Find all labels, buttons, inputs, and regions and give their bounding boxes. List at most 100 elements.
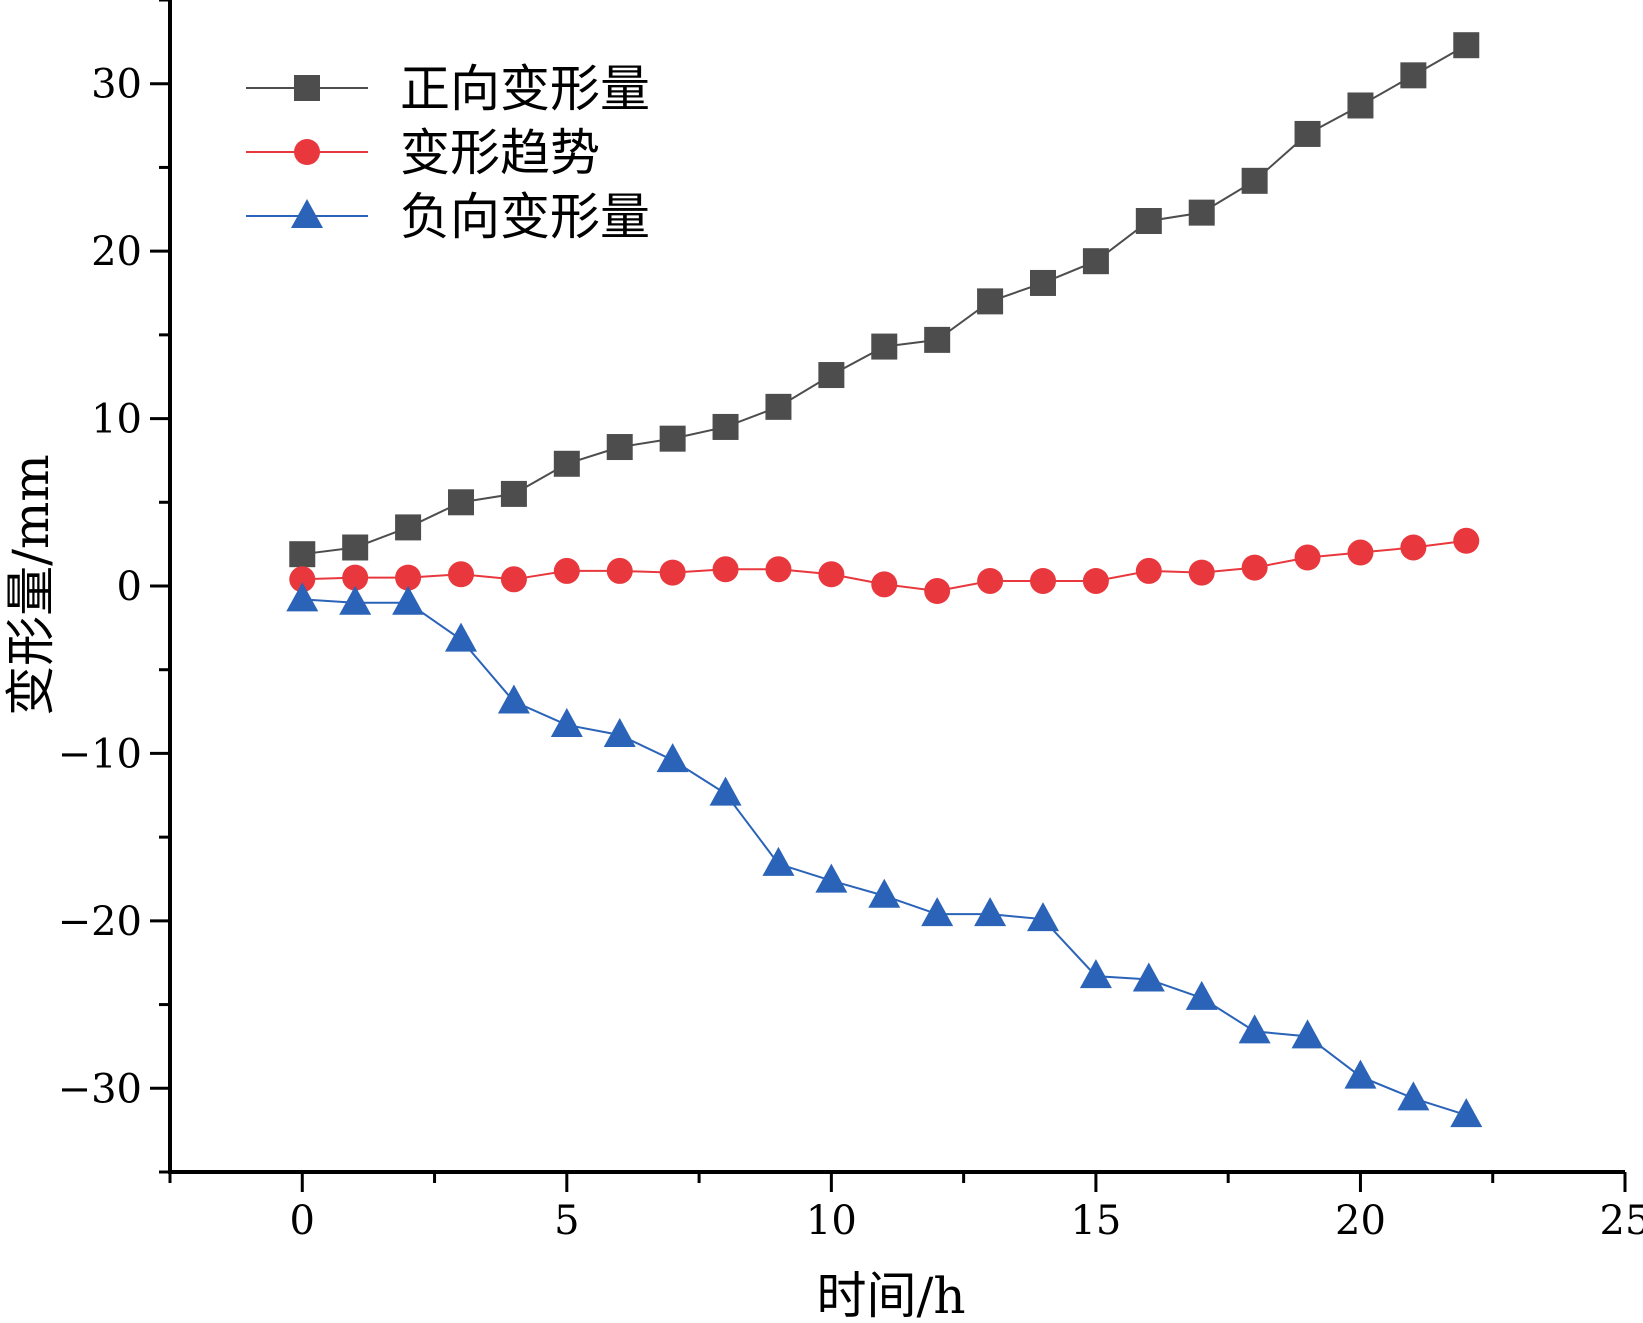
y-ticks: −30 −20 −10 0 10 20 30 [58, 0, 170, 1174]
data-point-circle [1135, 557, 1162, 584]
x-tick-label: 20 [1335, 1198, 1386, 1244]
x-ticks: 0 5 10 15 20 25 [168, 1172, 1643, 1244]
data-point-triangle [550, 707, 583, 737]
data-point-triangle [392, 585, 425, 615]
data-point-square [289, 541, 316, 568]
data-point-triangle [1079, 959, 1112, 989]
data-point-square [818, 362, 845, 389]
legend-marker-circle [294, 139, 320, 165]
data-point-square [871, 333, 898, 360]
legend-marker-triangle [291, 199, 323, 228]
data-point-circle [553, 557, 580, 584]
data-point-triangle [656, 743, 689, 773]
data-point-circle [1082, 567, 1109, 594]
data-point-triangle [1132, 962, 1165, 992]
data-point-circle [606, 557, 633, 584]
x-tick-label: 5 [554, 1198, 579, 1244]
y-tick-label: 0 [117, 564, 142, 610]
x-tick-label: 10 [806, 1198, 857, 1244]
data-point-circle [818, 561, 845, 588]
data-point-square [1453, 32, 1480, 59]
data-point-triangle [1238, 1014, 1271, 1044]
y-tick-label: 10 [91, 397, 142, 443]
y-tick-label: 30 [91, 62, 142, 108]
data-point-circle [289, 566, 316, 593]
legend-item: 变形趋势 [246, 124, 600, 182]
data-point-circle [395, 564, 422, 591]
data-point-square [1135, 208, 1162, 235]
data-point-triangle [868, 878, 901, 908]
data-point-square [606, 434, 633, 461]
data-point-square [977, 288, 1004, 315]
legend-item: 正向变形量 [246, 60, 650, 118]
data-point-triangle [974, 897, 1007, 927]
data-point-circle [1241, 554, 1268, 581]
data-point-square [395, 514, 422, 541]
data-point-square [1082, 248, 1109, 275]
data-point-triangle [339, 585, 372, 615]
data-point-circle [659, 559, 686, 586]
data-point-triangle [1450, 1098, 1483, 1128]
data-point-circle [1453, 527, 1480, 554]
x-tick-label: 15 [1070, 1198, 1121, 1244]
x-tick-label: 25 [1600, 1198, 1643, 1244]
series-layer [286, 32, 1483, 1128]
data-point-triangle [1027, 902, 1059, 932]
data-point-square [1400, 62, 1427, 89]
y-tick-label: −30 [58, 1066, 142, 1112]
data-point-circle [1400, 534, 1427, 561]
data-point-triangle [286, 582, 319, 612]
data-point-square [1347, 92, 1374, 119]
data-point-triangle [762, 846, 795, 876]
data-point-square [448, 489, 474, 516]
data-point-square [1030, 269, 1056, 296]
data-point-circle [924, 578, 951, 605]
data-point-circle [1030, 567, 1056, 594]
data-point-triangle [815, 863, 848, 893]
data-point-triangle [603, 718, 636, 748]
data-point-triangle [1397, 1081, 1430, 1111]
data-point-triangle [921, 897, 954, 927]
data-point-circle [1347, 539, 1374, 566]
series-line [302, 598, 1467, 1117]
x-tick-label: 0 [290, 1198, 315, 1244]
data-point-square [1188, 199, 1215, 226]
legend-label: 正向变形量 [400, 60, 650, 118]
data-point-circle [712, 556, 739, 583]
data-point-triangle [1185, 980, 1218, 1010]
data-point-circle [1188, 559, 1215, 586]
data-point-triangle [709, 776, 742, 806]
data-point-square [924, 326, 951, 353]
series-2 [286, 582, 1483, 1128]
data-point-square [712, 413, 739, 440]
legend-label: 变形趋势 [400, 124, 600, 182]
data-point-circle [871, 571, 898, 598]
data-point-circle [1294, 544, 1321, 571]
data-point-square [1294, 120, 1321, 147]
legend-label: 负向变形量 [400, 188, 650, 246]
data-point-circle [977, 567, 1004, 594]
data-point-square [1241, 167, 1268, 194]
data-point-triangle [497, 684, 530, 714]
data-point-square [659, 425, 686, 452]
series-0 [289, 32, 1480, 568]
series-line [302, 44, 1467, 556]
data-point-triangle [1344, 1059, 1377, 1089]
x-axis-title: 时间/h [816, 1267, 965, 1323]
data-point-square [342, 534, 369, 561]
y-axis-title: 变形量/mm [2, 454, 60, 716]
y-tick-label: −20 [58, 899, 142, 945]
legend-item: 负向变形量 [246, 188, 650, 246]
legend-marker-square [294, 75, 320, 101]
data-point-square [765, 393, 792, 420]
data-point-circle [500, 566, 527, 593]
data-point-circle [765, 556, 792, 583]
y-tick-label: −10 [58, 731, 142, 777]
data-point-square [553, 450, 580, 477]
data-point-circle [342, 564, 369, 591]
y-tick-label: 20 [91, 229, 142, 275]
data-point-circle [448, 561, 474, 588]
series-1 [289, 527, 1480, 605]
